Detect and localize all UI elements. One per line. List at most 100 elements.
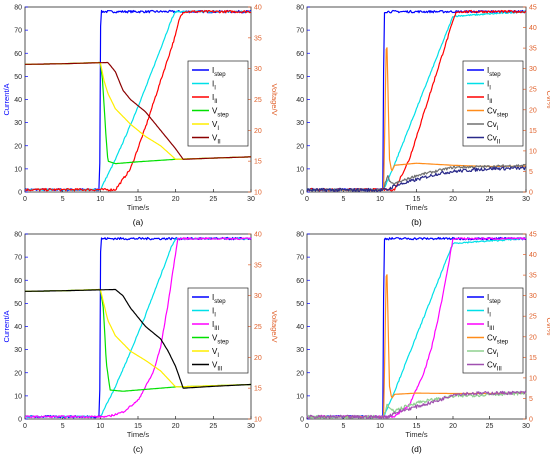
y-left-tick-label: 40 <box>296 324 304 331</box>
y-left-tick-label: 40 <box>14 97 22 104</box>
y-left-tick-label: 0 <box>18 417 22 424</box>
panel-label: (a) <box>133 217 144 227</box>
y-left-tick-label: 60 <box>14 278 22 285</box>
y-left-tick-label: 30 <box>296 120 304 127</box>
y-left-tick-label: 0 <box>18 190 22 197</box>
y-left-tick-label: 80 <box>296 5 304 12</box>
x-tick-label: 0 <box>23 423 27 430</box>
y-right-tick-label: 5 <box>529 396 533 403</box>
y-left-tick-label: 50 <box>14 74 22 81</box>
y-right-tick-label: 20 <box>254 355 262 362</box>
x-tick-label: 5 <box>61 423 65 430</box>
x-tick-label: 10 <box>376 423 384 430</box>
legend-label: II <box>212 80 216 92</box>
legend-label: III <box>487 93 493 105</box>
y-right-tick-label: 25 <box>529 87 537 94</box>
series-line-Cv_I <box>306 391 527 420</box>
y-right-tick-label: 40 <box>529 252 537 259</box>
x-tick-label: 0 <box>305 196 309 203</box>
y-left-tick-label: 20 <box>14 143 22 150</box>
legend-box <box>187 60 249 147</box>
chart-panel-4: 0 5 10 15 20 25 300102030405060708005101520253… <box>296 232 550 455</box>
panel-label: (c) <box>133 444 143 454</box>
y-left-tick-label: 60 <box>296 51 304 58</box>
y-right-tick-label: 30 <box>529 66 537 73</box>
chart-panel-1: 0 5 10 15 20 25 30 0 10 20 30 40 50 60 70 80 10 15 20 25 30 3… <box>2 5 279 228</box>
series-line-Cv_III <box>306 390 527 420</box>
legend-label: II <box>487 307 491 319</box>
y-left-tick-label: 60 <box>14 51 22 58</box>
x-axis-label: Time/s <box>405 203 427 212</box>
y-right-tick-label: 35 <box>254 35 262 42</box>
y-right-tick-label: 15 <box>529 128 537 135</box>
x-axis-label: Time/s <box>127 203 149 212</box>
y-right-tick-label: 40 <box>254 5 262 12</box>
legend-label: III <box>212 93 218 105</box>
y-left-tick-label: 0 <box>300 190 304 197</box>
chart-panel-3: 0 5 10 15 20 25 30 0 10 20 30 40 50 60 70 80 10 15 20 25 30 3… <box>2 232 279 455</box>
x-tick-label: 30 <box>247 196 255 203</box>
y-left-tick-label: 10 <box>296 393 304 400</box>
y-right-tick-label: 25 <box>529 314 537 321</box>
x-tick-label: 25 <box>486 423 494 430</box>
x-axis-label: Time/s <box>405 430 427 439</box>
y-left-tick-label: 80 <box>14 232 22 239</box>
x-tick-label: 30 <box>522 196 530 203</box>
y-right-tick-label: 25 <box>254 324 262 331</box>
y-right-axis-label: Cv/% <box>545 318 550 336</box>
legend-box <box>462 60 524 147</box>
series-line-I_III <box>24 237 252 419</box>
y-left-tick-label: 70 <box>14 255 22 262</box>
legend-label: II <box>487 80 491 92</box>
panel-label: (d) <box>411 444 422 454</box>
y-right-tick-label: 45 <box>529 232 537 239</box>
y-left-tick-label: 40 <box>14 324 22 331</box>
x-tick-label: 0 <box>23 196 27 203</box>
y-left-tick-label: 20 <box>14 370 22 377</box>
x-tick-label: 20 <box>172 423 180 430</box>
y-right-tick-label: 5 <box>529 169 533 176</box>
x-tick-label: 5 <box>61 196 65 203</box>
series-line-I_II <box>24 9 252 192</box>
y-right-tick-label: 25 <box>254 97 262 104</box>
x-tick-label: 25 <box>209 423 217 430</box>
x-tick-label: 25 <box>209 196 217 203</box>
y-left-tick-label: 50 <box>14 301 22 308</box>
legend-label: CvI <box>487 120 499 132</box>
y-left-tick-label: 20 <box>296 143 304 150</box>
y-right-tick-label: 30 <box>254 66 262 73</box>
legend-label: II <box>212 307 216 319</box>
y-right-tick-label: 15 <box>254 386 262 393</box>
y-left-tick-label: 20 <box>296 370 304 377</box>
x-tick-label: 30 <box>522 423 530 430</box>
series-line-V_II <box>24 61 252 160</box>
y-right-tick-label: 0 <box>529 190 533 197</box>
y-left-tick-label: 80 <box>14 5 22 12</box>
series-line-Cv_II <box>306 166 527 193</box>
legend-box <box>462 287 524 374</box>
legend-label: VI <box>212 347 219 359</box>
y-left-tick-label: 10 <box>296 166 304 173</box>
y-right-tick-label: 10 <box>254 190 262 197</box>
y-right-axis-label: Cv/% <box>545 91 550 109</box>
x-tick-label: 10 <box>96 196 104 203</box>
y-right-tick-label: 35 <box>529 46 537 53</box>
y-right-tick-label: 0 <box>529 417 533 424</box>
y-right-tick-label: 35 <box>529 273 537 280</box>
x-axis-label: Time/s <box>127 430 149 439</box>
x-tick-label: 0 <box>305 423 309 430</box>
legend-label: VIII <box>212 361 223 373</box>
y-right-tick-label: 30 <box>529 293 537 300</box>
x-tick-label: 20 <box>449 423 457 430</box>
x-tick-label: 30 <box>247 423 255 430</box>
legend-label: VII <box>212 134 221 146</box>
y-right-tick-label: 45 <box>529 5 537 12</box>
y-left-tick-label: 80 <box>296 232 304 239</box>
y-right-tick-label: 15 <box>254 159 262 166</box>
y-left-axis-label: Current/A <box>2 83 11 115</box>
y-left-tick-label: 0 <box>300 417 304 424</box>
y-right-tick-label: 10 <box>529 375 537 382</box>
y-left-tick-label: 30 <box>296 347 304 354</box>
y-right-tick-label: 10 <box>529 148 537 155</box>
